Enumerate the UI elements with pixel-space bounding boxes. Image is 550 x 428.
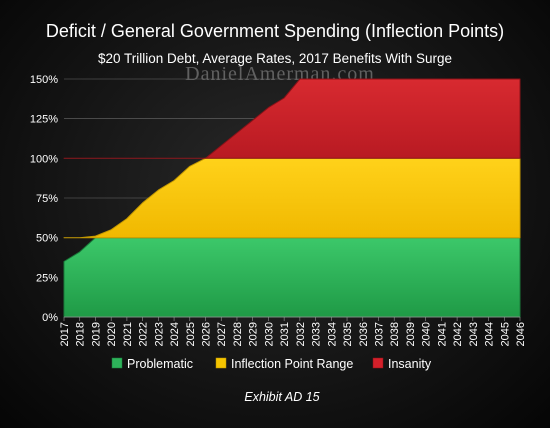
- x-tick-label-2022: 2022: [138, 322, 150, 346]
- x-tick-label-2028: 2028: [232, 322, 244, 346]
- x-tick-label-2037: 2037: [374, 322, 386, 346]
- legend-swatch-insanity: [372, 357, 384, 369]
- area-insanity: [63, 78, 521, 159]
- y-tick-label-125pct: 125%: [30, 114, 58, 126]
- y-tick-label-100pct: 100%: [30, 153, 58, 165]
- y-tick-label-75pct: 75%: [36, 193, 58, 205]
- x-tick-label-2032: 2032: [295, 322, 307, 346]
- x-tick-label-2043: 2043: [468, 322, 480, 346]
- x-tick-label-2017: 2017: [59, 322, 71, 346]
- legend: Problematic Inflection Point Range Insan…: [111, 357, 432, 371]
- x-tick-label-2020: 2020: [106, 322, 118, 346]
- x-tick-label-2030: 2030: [263, 322, 275, 346]
- y-tick-label-150pct: 150%: [30, 74, 58, 86]
- area-problematic: [63, 237, 521, 318]
- x-tick-label-2042: 2042: [452, 322, 464, 346]
- x-tick-label-2024: 2024: [169, 322, 181, 346]
- x-tick-label-2038: 2038: [389, 322, 401, 346]
- x-tick-label-2021: 2021: [122, 322, 134, 346]
- x-tick-label-2035: 2035: [342, 322, 354, 346]
- chart-subtitle: $20 Trillion Debt, Average Rates, 2017 B…: [98, 51, 452, 66]
- legend-swatch-inflection: [215, 357, 227, 369]
- x-axis: 2017 2018 2019 2020 2021 2022 2023 2024 2025 2026…: [59, 316, 527, 346]
- x-tick-label-2040: 2040: [421, 322, 433, 346]
- chart-title: Deficit / General Government Spending (I…: [46, 21, 504, 41]
- x-tick-label-2033: 2033: [311, 322, 323, 346]
- y-tick-label-50pct: 50%: [36, 233, 58, 245]
- legend-swatch-problematic: [111, 357, 123, 369]
- x-tick-label-2025: 2025: [185, 322, 197, 346]
- legend-label-problematic: Problematic: [127, 357, 193, 371]
- y-axis: 0% 25% 50% 75% 100% 125% 150%: [30, 74, 58, 324]
- x-tick-label-2018: 2018: [75, 322, 87, 346]
- y-tick-label-0pct: 0%: [42, 312, 58, 324]
- plot-area: [63, 78, 521, 318]
- x-tick-label-2039: 2039: [405, 322, 417, 346]
- exhibit-caption: Exhibit AD 15: [244, 390, 319, 404]
- x-tick-label-2031: 2031: [279, 322, 291, 346]
- x-tick-label-2034: 2034: [326, 322, 338, 346]
- x-tick-label-2041: 2041: [436, 322, 448, 346]
- x-tick-label-2029: 2029: [248, 322, 260, 346]
- x-tick-label-2045: 2045: [499, 322, 511, 346]
- y-tick-label-25pct: 25%: [36, 272, 58, 284]
- x-tick-label-2026: 2026: [201, 322, 213, 346]
- x-tick-label-2046: 2046: [515, 322, 527, 346]
- x-tick-label-2027: 2027: [216, 322, 228, 346]
- x-tick-label-2023: 2023: [153, 322, 165, 346]
- x-tick-label-2036: 2036: [358, 322, 370, 346]
- x-tick-label-2044: 2044: [484, 322, 496, 346]
- x-tick-label-2019: 2019: [90, 322, 102, 346]
- legend-label-insanity: Insanity: [388, 357, 432, 371]
- legend-label-inflection: Inflection Point Range: [231, 357, 353, 371]
